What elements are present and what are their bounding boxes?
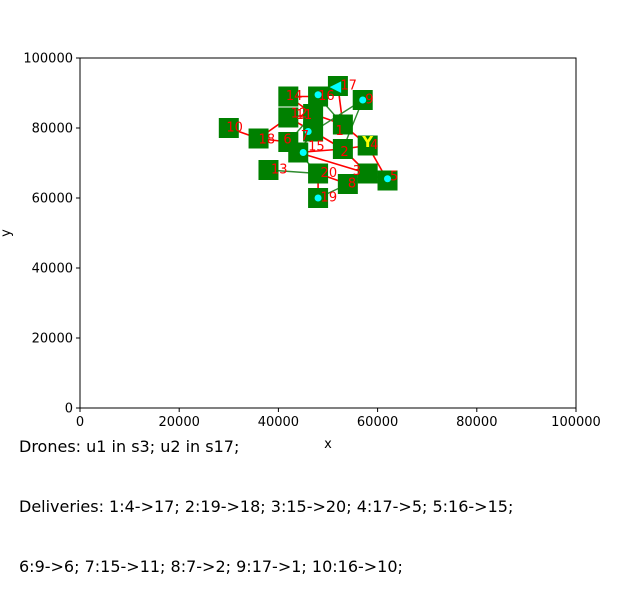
plot-frame	[79, 57, 577, 409]
route-edge	[298, 151, 368, 175]
caption: Drones: u1 in s3; u2 in s17; Deliveries:…	[19, 397, 513, 597]
agent-markers: Y◀	[330, 77, 375, 151]
station-15	[288, 142, 309, 163]
station-2	[332, 139, 353, 159]
station-4	[357, 135, 378, 156]
x-tick-label: 20000	[159, 415, 200, 430]
station-8	[337, 174, 358, 194]
station-label-18: 18	[259, 133, 276, 148]
station-label-14: 14	[286, 89, 303, 104]
drone-markers	[299, 91, 392, 202]
x-tick-label: 60000	[357, 415, 398, 430]
station-label-8: 8	[348, 176, 356, 191]
station-label-13: 13	[271, 162, 288, 177]
station-18	[248, 128, 269, 149]
station-label-11: 11	[296, 108, 313, 123]
station-14	[278, 86, 299, 107]
drone-point	[314, 194, 322, 202]
axes: 0 20000 40000 60000 80000 100000 0 20000 40000 60…	[0, 52, 601, 453]
y-tick-label: 80000	[32, 122, 73, 137]
x-tick-label: 0	[76, 415, 84, 430]
y-axis-label: y	[0, 229, 14, 237]
x-axis-label: x	[324, 437, 332, 452]
drone-point	[384, 175, 392, 183]
agent-u2: ◀	[330, 77, 342, 95]
station-label-12: 12	[291, 106, 308, 121]
x-tick-label: 80000	[456, 415, 497, 430]
station-label-4: 4	[370, 138, 378, 153]
station-label-17: 17	[340, 78, 357, 93]
station-20	[308, 163, 329, 184]
y-tick-label: 100000	[23, 52, 73, 67]
drone-point	[299, 149, 307, 156]
station-label-6: 6	[283, 133, 291, 148]
agent-u1: Y	[361, 133, 374, 151]
drone-point	[359, 96, 367, 104]
station-7	[303, 121, 324, 142]
station-label-15: 15	[308, 140, 325, 155]
station-label-2: 2	[340, 145, 348, 160]
station-label-7: 7	[301, 129, 309, 144]
y-tick-label: 40000	[32, 262, 73, 277]
station-13	[258, 160, 279, 180]
caption-deliveries-cont: 6:9->6; 7:15->11; 8:7->2; 9:17->1; 10:16…	[19, 557, 403, 576]
station-label-9: 9	[365, 92, 373, 107]
chart-canvas: 0 20000 40000 60000 80000 100000 0 20000 40000 60…	[0, 52, 601, 453]
drone-point	[314, 91, 322, 99]
caption-deliveries: Deliveries: 1:4->17; 2:19->18; 3:15->20;…	[19, 497, 514, 516]
station-12	[303, 104, 324, 124]
station-label-3: 3	[353, 164, 361, 179]
x-tick-label: 40000	[258, 415, 299, 430]
drone-point	[304, 128, 312, 135]
y-tick-label: 60000	[32, 192, 73, 207]
x-tick-label: 100000	[551, 415, 601, 430]
station-label-16: 16	[318, 89, 335, 104]
station-label-1: 1	[335, 124, 343, 139]
station-label-10: 10	[226, 120, 243, 135]
station-10	[218, 118, 239, 138]
y-tick-label: 20000	[32, 332, 73, 347]
station-11	[278, 107, 299, 128]
y-tick-label: 0	[65, 402, 73, 417]
station-label-19: 19	[321, 190, 338, 205]
caption-drones: Drones: u1 in s3; u2 in s17;	[19, 437, 240, 456]
station-label-5: 5	[390, 169, 398, 184]
station-17	[327, 76, 348, 96]
station-1	[332, 114, 353, 135]
station-label-20: 20	[321, 166, 338, 181]
station-3	[357, 163, 378, 184]
